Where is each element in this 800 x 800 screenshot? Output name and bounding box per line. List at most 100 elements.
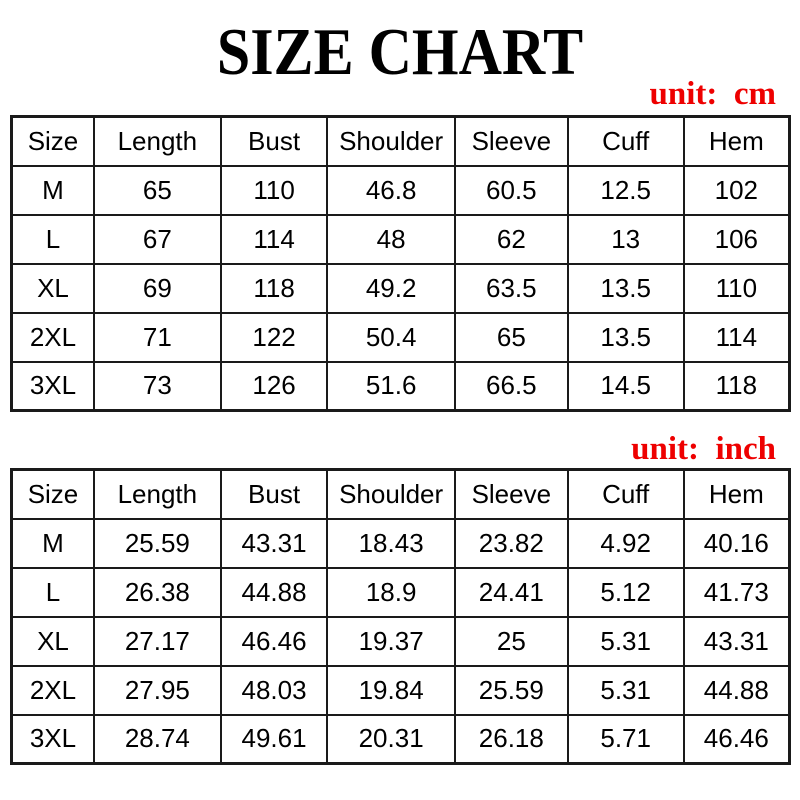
value-cell: 46.8 bbox=[326, 164, 456, 216]
value-cell: 20.31 bbox=[326, 713, 456, 765]
page-title: SIZE CHART bbox=[216, 14, 584, 89]
table-row-2xl: 2XL 71 122 50.4 65 13.5 114 bbox=[10, 311, 791, 363]
value-cell: 49.2 bbox=[326, 262, 456, 314]
size-cell: 3XL bbox=[10, 713, 95, 765]
value-cell: 4.92 bbox=[566, 517, 685, 569]
value-cell: 60.5 bbox=[453, 164, 569, 216]
value-cell: 19.84 bbox=[326, 664, 456, 716]
table-row-l: L 26.38 44.88 18.9 24.41 5.12 41.73 bbox=[10, 566, 791, 618]
value-cell: 24.41 bbox=[453, 566, 569, 618]
value-cell: 18.43 bbox=[326, 517, 456, 569]
value-cell: 13.5 bbox=[566, 262, 685, 314]
header-row: Size Length Bust Shoulder Sleeve Cuff Hem bbox=[10, 468, 791, 520]
value-cell: 44.88 bbox=[682, 664, 791, 716]
value-cell: 27.95 bbox=[92, 664, 222, 716]
value-cell: 40.16 bbox=[682, 517, 791, 569]
column-header-length: Length bbox=[92, 115, 222, 167]
column-header-shoulder: Shoulder bbox=[326, 468, 456, 520]
value-cell: 43.31 bbox=[219, 517, 329, 569]
table-row-l: L 67 114 48 62 13 106 bbox=[10, 213, 791, 265]
table-row-m: M 25.59 43.31 18.43 23.82 4.92 40.16 bbox=[10, 517, 791, 569]
unit-label-inch: unit: inch bbox=[631, 431, 776, 467]
size-cell: 2XL bbox=[10, 311, 95, 363]
value-cell: 5.71 bbox=[566, 713, 685, 765]
value-cell: 5.31 bbox=[566, 664, 685, 716]
value-cell: 25.59 bbox=[453, 664, 569, 716]
value-cell: 118 bbox=[682, 360, 791, 412]
size-cell: XL bbox=[10, 615, 95, 667]
value-cell: 12.5 bbox=[566, 164, 685, 216]
value-cell: 118 bbox=[219, 262, 329, 314]
column-header-cuff: Cuff bbox=[566, 468, 685, 520]
value-cell: 69 bbox=[92, 262, 222, 314]
value-cell: 48 bbox=[326, 213, 456, 265]
value-cell: 46.46 bbox=[219, 615, 329, 667]
value-cell: 49.61 bbox=[219, 713, 329, 765]
value-cell: 19.37 bbox=[326, 615, 456, 667]
value-cell: 13 bbox=[566, 213, 685, 265]
value-cell: 122 bbox=[219, 311, 329, 363]
size-cell: M bbox=[10, 517, 95, 569]
table-row-2xl: 2XL 27.95 48.03 19.84 25.59 5.31 44.88 bbox=[10, 664, 791, 716]
column-header-hem: Hem bbox=[682, 468, 791, 520]
value-cell: 73 bbox=[92, 360, 222, 412]
value-cell: 26.18 bbox=[453, 713, 569, 765]
value-cell: 25 bbox=[453, 615, 569, 667]
unit-label-cm: unit: cm bbox=[649, 76, 777, 112]
table-row-m: M 65 110 46.8 60.5 12.5 102 bbox=[10, 164, 791, 216]
column-header-sleeve: Sleeve bbox=[453, 468, 569, 520]
column-header-shoulder: Shoulder bbox=[326, 115, 456, 167]
size-cell: L bbox=[10, 566, 95, 618]
value-cell: 48.03 bbox=[219, 664, 329, 716]
column-header-length: Length bbox=[92, 468, 222, 520]
table-row-3xl: 3XL 28.74 49.61 20.31 26.18 5.71 46.46 bbox=[10, 713, 791, 765]
value-cell: 65 bbox=[92, 164, 222, 216]
value-cell: 5.31 bbox=[566, 615, 685, 667]
size-cell: 3XL bbox=[10, 360, 95, 412]
column-header-size: Size bbox=[10, 115, 95, 167]
size-table-inch: Size Length Bust Shoulder Sleeve Cuff Hem M 25.… bbox=[10, 468, 791, 765]
value-cell: 44.88 bbox=[219, 566, 329, 618]
column-header-bust: Bust bbox=[219, 468, 329, 520]
value-cell: 71 bbox=[92, 311, 222, 363]
value-cell: 114 bbox=[219, 213, 329, 265]
size-cell: XL bbox=[10, 262, 95, 314]
value-cell: 18.9 bbox=[326, 566, 456, 618]
size-cell: 2XL bbox=[10, 664, 95, 716]
value-cell: 110 bbox=[682, 262, 791, 314]
value-cell: 46.46 bbox=[682, 713, 791, 765]
column-header-cuff: Cuff bbox=[566, 115, 685, 167]
value-cell: 27.17 bbox=[92, 615, 222, 667]
value-cell: 23.82 bbox=[453, 517, 569, 569]
header-row: Size Length Bust Shoulder Sleeve Cuff Hem bbox=[10, 115, 791, 167]
value-cell: 13.5 bbox=[566, 311, 685, 363]
value-cell: 114 bbox=[682, 311, 791, 363]
table-row-xl: XL 27.17 46.46 19.37 25 5.31 43.31 bbox=[10, 615, 791, 667]
value-cell: 51.6 bbox=[326, 360, 456, 412]
column-header-bust: Bust bbox=[219, 115, 329, 167]
size-cell: M bbox=[10, 164, 95, 216]
value-cell: 28.74 bbox=[92, 713, 222, 765]
value-cell: 67 bbox=[92, 213, 222, 265]
value-cell: 5.12 bbox=[566, 566, 685, 618]
value-cell: 65 bbox=[453, 311, 569, 363]
value-cell: 66.5 bbox=[453, 360, 569, 412]
value-cell: 25.59 bbox=[92, 517, 222, 569]
table-row-3xl: 3XL 73 126 51.6 66.5 14.5 118 bbox=[10, 360, 791, 412]
size-cell: L bbox=[10, 213, 95, 265]
column-header-sleeve: Sleeve bbox=[453, 115, 569, 167]
value-cell: 126 bbox=[219, 360, 329, 412]
value-cell: 62 bbox=[453, 213, 569, 265]
value-cell: 26.38 bbox=[92, 566, 222, 618]
value-cell: 106 bbox=[682, 213, 791, 265]
value-cell: 43.31 bbox=[682, 615, 791, 667]
value-cell: 41.73 bbox=[682, 566, 791, 618]
value-cell: 63.5 bbox=[453, 262, 569, 314]
column-header-hem: Hem bbox=[682, 115, 791, 167]
size-table-cm: Size Length Bust Shoulder Sleeve Cuff Hem M 65 1… bbox=[10, 115, 791, 412]
value-cell: 102 bbox=[682, 164, 791, 216]
column-header-size: Size bbox=[10, 468, 95, 520]
value-cell: 110 bbox=[219, 164, 329, 216]
table-row-xl: XL 69 118 49.2 63.5 13.5 110 bbox=[10, 262, 791, 314]
